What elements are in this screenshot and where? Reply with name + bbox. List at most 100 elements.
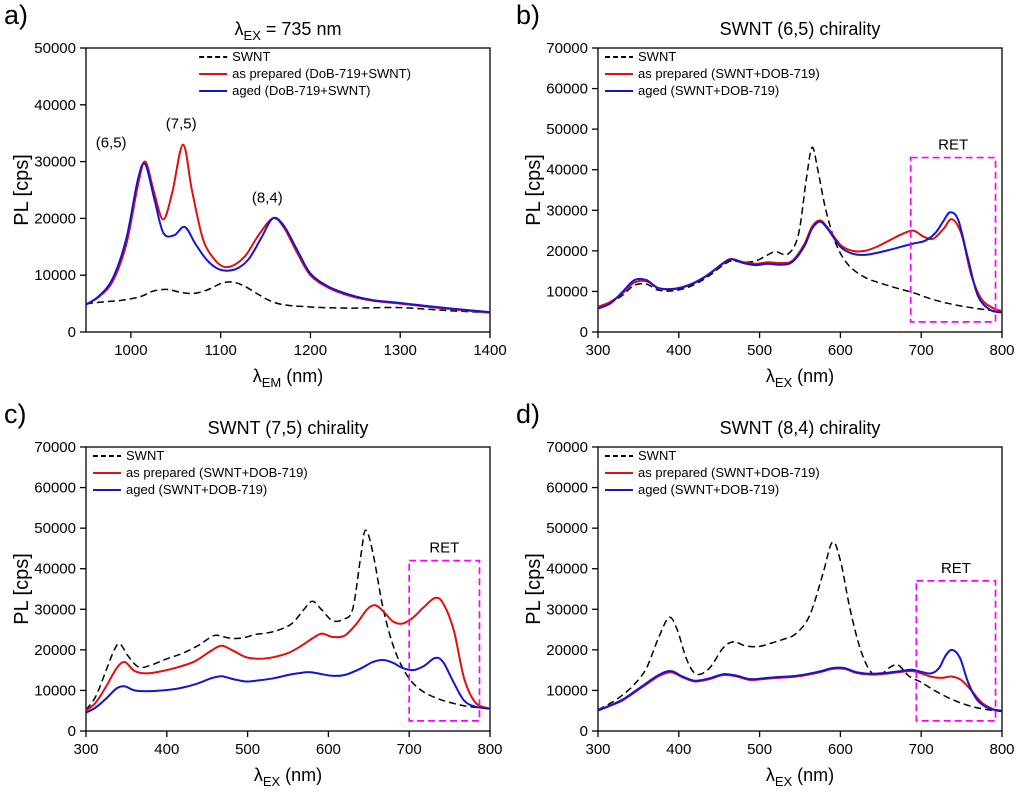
plot-frame <box>597 446 1003 732</box>
series-swnt <box>598 146 1002 313</box>
chart-title: λEX = 735 nm <box>235 19 342 43</box>
y-tick-label: 70000 <box>34 439 76 456</box>
y-axis: 0 10000 20000 30000 40000 50000 60000 70000 <box>546 40 598 341</box>
y-tick-label: 10000 <box>546 682 588 699</box>
y-axis-label: PL [cps] <box>11 154 33 226</box>
x-axis: 300 400 500 600 700 800 <box>585 332 1015 359</box>
y-tick-label: 20000 <box>34 210 76 227</box>
x-tick-label: 500 <box>747 342 772 359</box>
y-tick-label: 40000 <box>34 97 76 114</box>
y-tick-label: 30000 <box>546 601 588 618</box>
series-aged-swnt-dob-719- <box>598 211 1002 314</box>
y-tick-label: 70000 <box>546 439 588 456</box>
series-aged-dob-719-swnt- <box>86 162 490 314</box>
y-tick-label: 30000 <box>546 202 588 219</box>
plot-frame <box>85 47 491 333</box>
panel-label-b: b) <box>516 0 541 30</box>
y-tick-label: 30000 <box>34 601 76 618</box>
y-axis-label: PL [cps] <box>11 553 33 625</box>
x-axis-label: λEX (nm) <box>766 366 834 390</box>
y-tick-label: 30000 <box>34 154 76 171</box>
series-swnt <box>86 529 490 711</box>
ret-label: RET <box>938 137 968 154</box>
legend-label: as prepared (SWNT+DOB-719) <box>638 66 820 81</box>
legend: SWNT as prepared (SWNT+DOB-719) aged (SWNT… <box>605 448 820 497</box>
y-tick-label: 20000 <box>546 642 588 659</box>
peak-label: (7,5) <box>166 116 197 133</box>
x-tick-label: 1200 <box>294 342 327 359</box>
chart-title: SWNT (7,5) chirality <box>208 418 369 438</box>
y-tick-label: 0 <box>68 723 76 740</box>
chart-a: 1000 1100 1200 1300 1400 0 10000 20000 30000 4000… <box>11 19 507 390</box>
y-axis-label: PL [cps] <box>523 553 545 625</box>
series-group <box>86 143 490 314</box>
x-tick-label: 600 <box>828 741 853 758</box>
x-tick-label: 500 <box>235 741 260 758</box>
ret-label: RET <box>429 540 459 557</box>
panel-b: b) 300 400 500 600 700 800 0 10000 20000 30000 400… <box>512 0 1024 399</box>
legend-label: aged (SWNT+DOB-719) <box>638 83 779 98</box>
legend-label: as prepared (DoB-719+SWNT) <box>232 66 411 81</box>
x-tick-label: 1300 <box>384 342 417 359</box>
x-tick-label: 400 <box>666 342 691 359</box>
series-as-prepared-swnt-dob-719- <box>598 218 1002 312</box>
chart-title: SWNT (6,5) chirality <box>720 19 881 39</box>
x-tick-label: 1100 <box>205 342 237 359</box>
series-swnt <box>598 541 1002 713</box>
legend-label: SWNT <box>638 49 676 64</box>
peak-label: (8,4) <box>252 189 283 206</box>
x-tick-label: 800 <box>989 342 1014 359</box>
y-tick-label: 50000 <box>546 520 588 537</box>
x-tick-label: 400 <box>154 741 179 758</box>
y-tick-label: 40000 <box>546 162 588 179</box>
x-tick-label: 500 <box>747 741 772 758</box>
y-tick-label: 60000 <box>546 81 588 98</box>
y-tick-label: 70000 <box>546 40 588 57</box>
chart-c: 300 400 500 600 700 800 0 10000 20000 30000 40000 5… <box>11 418 503 789</box>
x-axis-label: λEM (nm) <box>253 366 324 390</box>
x-axis-label: λEX (nm) <box>254 765 322 789</box>
plot-frame <box>85 446 491 732</box>
panel-label-a: a) <box>4 0 29 30</box>
ret-box <box>909 156 997 323</box>
series-aged-swnt-dob-719- <box>86 656 490 714</box>
y-tick-label: 40000 <box>546 561 588 578</box>
y-tick-label: 10000 <box>546 283 588 300</box>
x-axis: 300 400 500 600 700 800 <box>585 731 1015 758</box>
peak-label: (6,5) <box>96 134 127 151</box>
legend: SWNT as prepared (SWNT+DOB-719) aged (SWNT… <box>605 49 820 98</box>
ret-box <box>408 559 481 722</box>
panel-d: d) 300 400 500 600 700 800 0 10000 20000 30000 400… <box>512 399 1024 799</box>
legend-label: as prepared (SWNT+DOB-719) <box>638 465 820 480</box>
x-tick-label: 800 <box>989 741 1014 758</box>
legend: SWNT as prepared (SWNT+DOB-719) aged (SWNT… <box>93 448 308 497</box>
y-tick-label: 10000 <box>34 267 76 284</box>
y-tick-label: 50000 <box>34 40 76 57</box>
x-tick-label: 600 <box>828 342 853 359</box>
ret-label: RET <box>941 560 971 577</box>
legend-label: SWNT <box>232 49 270 64</box>
x-tick-label: 300 <box>585 342 610 359</box>
y-tick-label: 20000 <box>546 243 588 260</box>
x-tick-label: 700 <box>397 741 422 758</box>
legend: SWNT as prepared (DoB-719+SWNT) aged (DoB-… <box>199 49 411 98</box>
y-tick-label: 50000 <box>546 121 588 138</box>
y-tick-label: 0 <box>580 723 588 740</box>
ret-box <box>915 580 997 722</box>
y-tick-label: 10000 <box>34 682 76 699</box>
panel-a: a) 1000 1100 1200 1300 1400 0 10000 20000 30000 4… <box>0 0 512 399</box>
legend-label: SWNT <box>126 448 164 463</box>
y-axis-label: PL [cps] <box>523 154 545 226</box>
y-tick-label: 50000 <box>34 520 76 537</box>
series-aged-swnt-dob-719- <box>598 648 1002 712</box>
y-axis: 0 10000 20000 30000 40000 50000 60000 70000 <box>546 439 598 740</box>
x-tick-label: 600 <box>316 741 341 758</box>
series-as-prepared-swnt-dob-719- <box>86 596 490 712</box>
y-tick-label: 0 <box>68 324 76 341</box>
series-group <box>598 541 1002 713</box>
y-axis: 0 10000 20000 30000 40000 50000 60000 70000 <box>34 439 86 740</box>
x-axis: 1000 1100 1200 1300 1400 <box>114 332 507 359</box>
series-group <box>598 146 1002 314</box>
legend-label: SWNT <box>638 448 676 463</box>
